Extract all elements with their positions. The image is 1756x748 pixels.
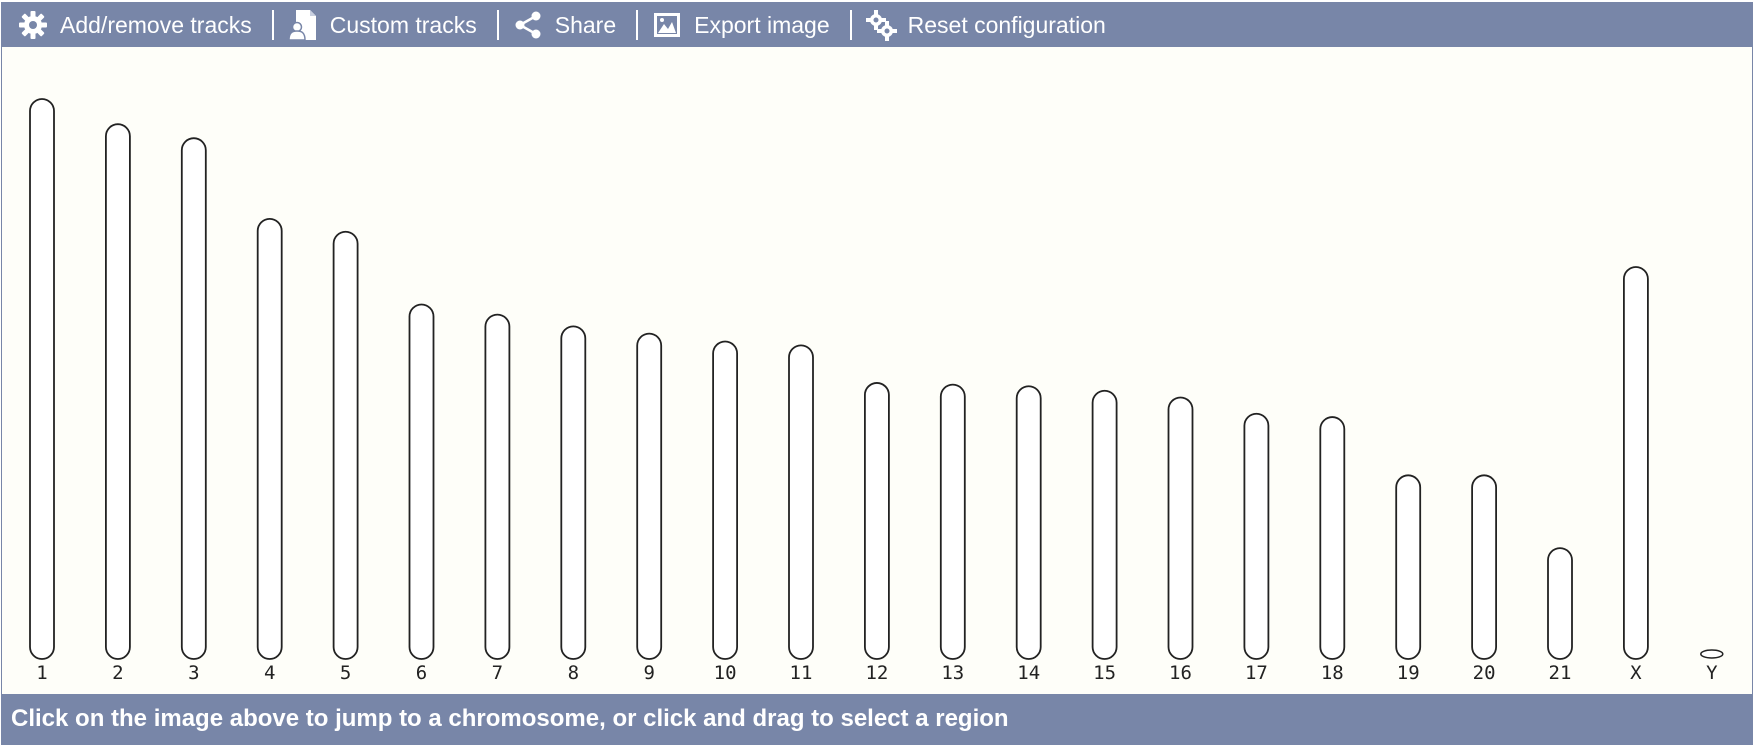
chromosome-label: 7 xyxy=(492,662,503,684)
chromosome-9[interactable]: 9 xyxy=(636,332,663,684)
chromosome-label: 3 xyxy=(188,662,199,684)
chromosome-21[interactable]: 21 xyxy=(1547,547,1573,684)
chromosome-bar[interactable] xyxy=(1243,412,1270,660)
chromosome-20[interactable]: 20 xyxy=(1471,474,1497,684)
add-remove-tracks-label: Add/remove tracks xyxy=(60,11,252,38)
chromosome-bar[interactable] xyxy=(256,217,283,660)
chromosome-bar[interactable] xyxy=(484,313,511,660)
chromosome-label: 8 xyxy=(568,662,579,684)
chromosome-label: X xyxy=(1630,662,1642,684)
chromosome-y[interactable]: Y xyxy=(1700,649,1724,684)
chromosome-14[interactable]: 14 xyxy=(1015,385,1042,684)
chromosome-bar[interactable] xyxy=(864,382,890,660)
image-icon xyxy=(650,8,684,42)
chromosome-10[interactable]: 10 xyxy=(712,340,738,684)
chromosome-bar[interactable] xyxy=(636,332,663,660)
chromosome-5[interactable]: 5 xyxy=(332,230,359,684)
chromosome-2[interactable]: 2 xyxy=(105,123,131,684)
chromosome-6[interactable]: 6 xyxy=(408,303,435,684)
chromosome-label: 5 xyxy=(340,662,351,684)
chromosome-bar[interactable] xyxy=(408,303,435,660)
chromosome-bar[interactable] xyxy=(1623,266,1649,660)
chromosome-label: 15 xyxy=(1093,662,1116,684)
chromosome-4[interactable]: 4 xyxy=(256,217,283,684)
custom-tracks-label: Custom tracks xyxy=(329,11,477,38)
chromosome-label: 14 xyxy=(1017,662,1040,684)
toolbar-separator xyxy=(271,10,274,40)
chromosome-bar[interactable] xyxy=(332,230,359,660)
share-icon xyxy=(511,8,545,42)
chromosome-label: 21 xyxy=(1549,662,1572,684)
chromosome-label: 16 xyxy=(1169,662,1192,684)
chromosome-label: 2 xyxy=(112,662,123,684)
chromosome-12[interactable]: 12 xyxy=(864,382,890,684)
chromosome-bar[interactable] xyxy=(1547,547,1573,660)
add-remove-tracks-button[interactable]: Add/remove tracks xyxy=(12,3,264,47)
chromosome-bar[interactable] xyxy=(180,137,207,660)
share-button[interactable]: Share xyxy=(507,3,628,47)
custom-tracks-button[interactable]: Custom tracks xyxy=(282,3,489,47)
chromosome-bar[interactable] xyxy=(939,383,966,660)
toolbar-separator xyxy=(849,10,852,40)
chromosome-label: 11 xyxy=(790,662,813,684)
export-image-label: Export image xyxy=(694,11,830,38)
custom-tracks-icon xyxy=(286,8,320,42)
chromosome-bar[interactable] xyxy=(1091,389,1118,660)
chromosome-15[interactable]: 15 xyxy=(1091,389,1118,684)
share-label: Share xyxy=(554,11,617,38)
chromosome-label: 1 xyxy=(36,662,47,684)
chromosome-bar[interactable] xyxy=(712,340,738,660)
chromosome-18[interactable]: 18 xyxy=(1319,416,1346,684)
chromosome-bar[interactable] xyxy=(1395,474,1422,660)
chromosome-label: Y xyxy=(1706,662,1718,684)
reset-configuration-label: Reset configuration xyxy=(907,11,1106,38)
chromosome-17[interactable]: 17 xyxy=(1243,412,1270,684)
chromosome-bar[interactable] xyxy=(1700,649,1724,659)
chromosome-label: 13 xyxy=(941,662,964,684)
chromosome-label: 17 xyxy=(1245,662,1268,684)
toolbar-separator xyxy=(636,10,639,40)
instruction-bar: Click on the image above to jump to a ch… xyxy=(2,694,1752,744)
chromosome-bar[interactable] xyxy=(1319,416,1346,660)
chromosome-bar[interactable] xyxy=(1015,385,1042,660)
instruction-text: Click on the image above to jump to a ch… xyxy=(11,705,1009,732)
chromosome-bar[interactable] xyxy=(29,98,55,660)
export-image-button[interactable]: Export image xyxy=(646,3,842,47)
chromosome-label: 18 xyxy=(1321,662,1344,684)
chromosome-11[interactable]: 11 xyxy=(788,344,814,684)
chromosome-1[interactable]: 1 xyxy=(29,98,55,684)
chromosome-bar[interactable] xyxy=(1167,396,1194,660)
chromosome-label: 12 xyxy=(865,662,888,684)
reset-configuration-button[interactable]: Reset configuration xyxy=(860,3,1118,47)
chromosome-label: 20 xyxy=(1473,662,1496,684)
chromosome-bar[interactable] xyxy=(560,325,587,660)
toolbar: Add/remove tracks Custom tracks xyxy=(2,3,1752,47)
chromosome-label: 9 xyxy=(643,662,654,684)
reset-gears-icon xyxy=(864,8,898,42)
karyotype-ideogram[interactable]: 1 2 3 4 5 6 7 8 9 10 11 12 13 14 15 16 17 18 19 20 21 X Y xyxy=(2,47,1753,696)
chromosome-8[interactable]: 8 xyxy=(560,325,587,684)
chromosome-label: 6 xyxy=(416,662,427,684)
toolbar-separator xyxy=(496,10,499,40)
chromosome-label: 19 xyxy=(1397,662,1420,684)
chromosome-16[interactable]: 16 xyxy=(1167,396,1194,684)
chromosome-bar[interactable] xyxy=(788,344,814,660)
chromosome-19[interactable]: 19 xyxy=(1395,474,1422,684)
gear-icon xyxy=(16,8,50,42)
chromosome-label: 4 xyxy=(264,662,275,684)
chromosome-label: 10 xyxy=(714,662,737,684)
chromosome-7[interactable]: 7 xyxy=(484,313,511,684)
chromosome-bar[interactable] xyxy=(105,123,131,660)
chromosome-13[interactable]: 13 xyxy=(939,383,966,684)
chromosome-bar[interactable] xyxy=(1471,474,1497,660)
chromosome-x[interactable]: X xyxy=(1623,266,1649,684)
chromosome-3[interactable]: 3 xyxy=(180,137,207,684)
